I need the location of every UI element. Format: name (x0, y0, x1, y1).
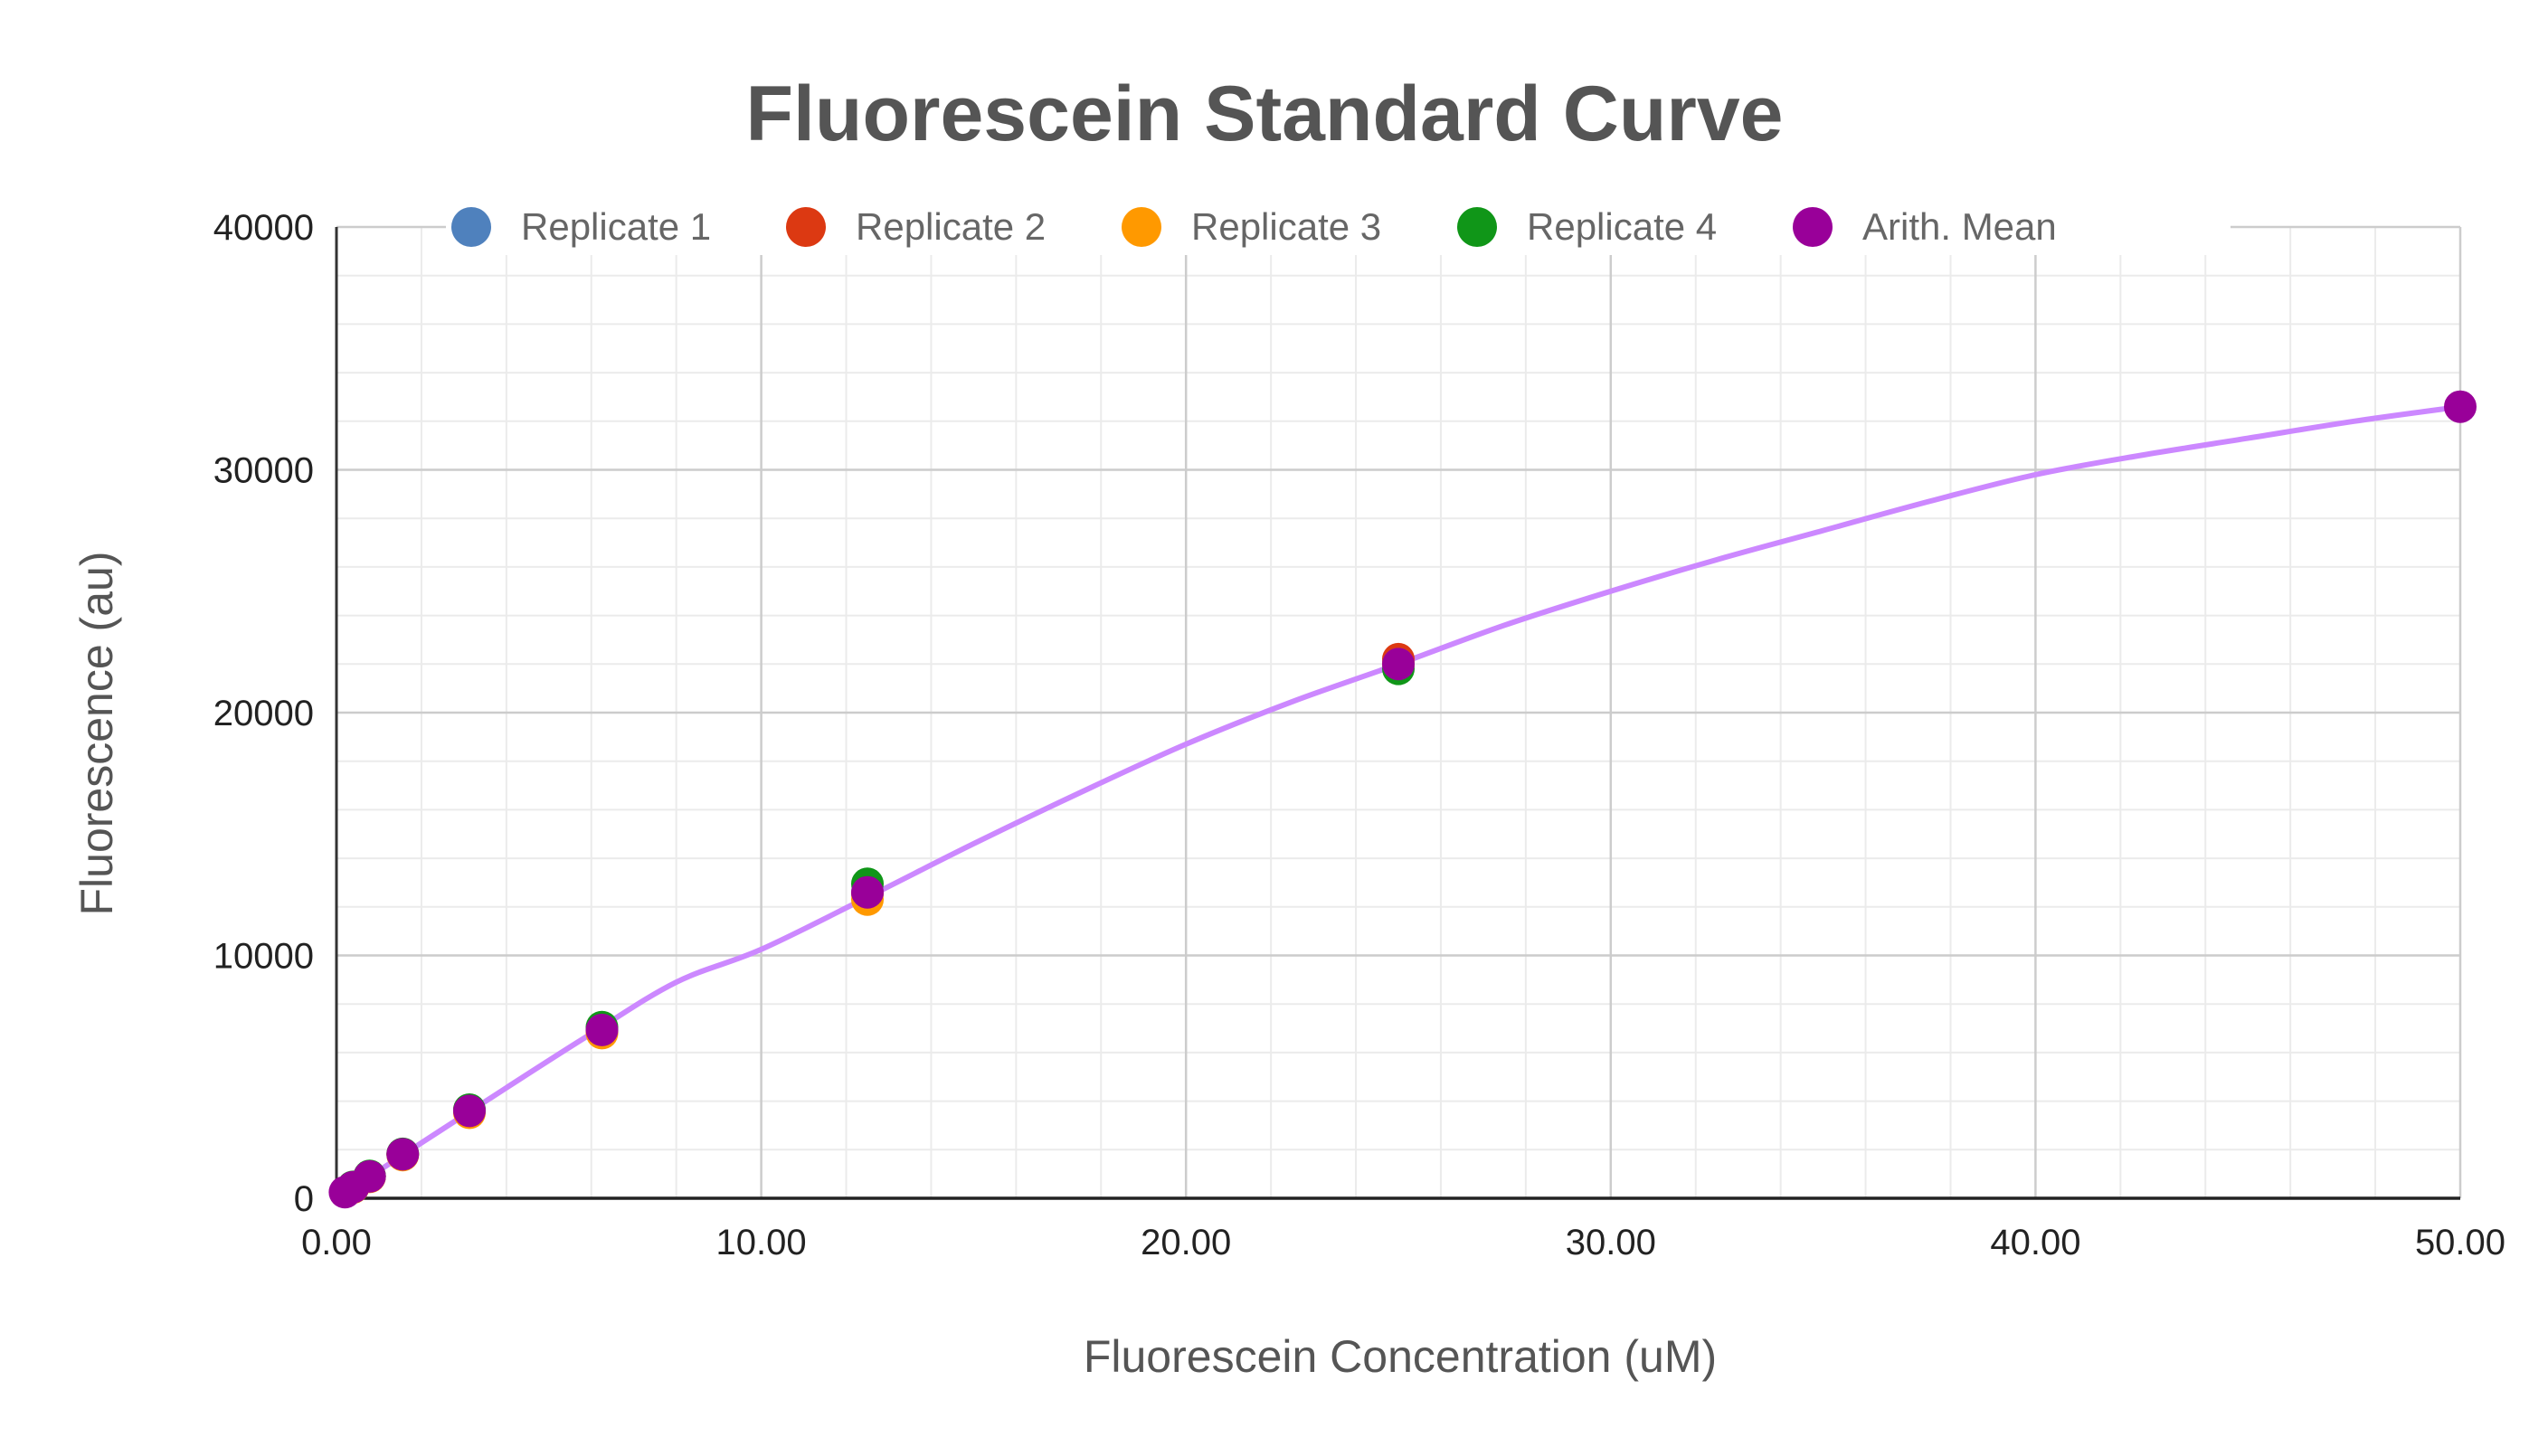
x-tick-label: 50.00 (2415, 1223, 2505, 1262)
legend-label: Replicate 4 (1527, 205, 1717, 248)
x-tick-label: 0.00 (301, 1223, 372, 1262)
data-point-series-5 (452, 1094, 486, 1128)
legend-marker (1457, 207, 1497, 247)
legend-item-background (1787, 199, 2231, 255)
y-axis-title: Fluorescence (au) (71, 552, 122, 916)
y-tick-label: 30000 (213, 451, 314, 491)
y-tick-label: 10000 (213, 937, 314, 977)
y-tick-labels: 0 10000 20000 30000 40000 (213, 208, 314, 1219)
x-tick-label: 40.00 (1990, 1223, 2080, 1262)
legend-marker (1122, 207, 1161, 247)
y-tick-label: 20000 (213, 694, 314, 733)
data-points (328, 390, 2477, 1209)
axes (335, 227, 2460, 1200)
legend-label: Replicate 2 (856, 205, 1046, 248)
y-tick-label: 0 (294, 1179, 314, 1219)
legend-label: Replicate 1 (521, 205, 711, 248)
trendline-group (334, 403, 2463, 1201)
y-tick-label: 40000 (213, 208, 314, 248)
data-point-series-5 (2444, 390, 2477, 423)
legend: Replicate 1 Replicate 2 Replicate 3 Replica… (446, 199, 2231, 255)
x-tick-label: 30.00 (1566, 1223, 1656, 1262)
legend-marker (1793, 207, 1833, 247)
data-point-series-5 (851, 875, 884, 909)
x-tick-labels: 0.00 10.00 20.00 30.00 40.00 50.00 (301, 1223, 2505, 1262)
data-point-series-5 (585, 1013, 619, 1046)
legend-label: Replicate 3 (1191, 205, 1381, 248)
data-point-series-5 (1382, 648, 1415, 681)
trendline (334, 403, 2463, 1201)
data-point-series-5 (353, 1159, 386, 1193)
legend-marker (786, 207, 826, 247)
x-tick-label: 20.00 (1141, 1223, 1231, 1262)
legend-marker (451, 207, 491, 247)
chart-title: Fluorescein Standard Curve (746, 71, 1784, 157)
x-tick-label: 10.00 (716, 1223, 807, 1262)
legend-label: Arith. Mean (1862, 205, 2057, 248)
data-point-series-5 (386, 1138, 420, 1171)
x-axis-title: Fluorescein Concentration (uM) (1084, 1331, 1717, 1382)
